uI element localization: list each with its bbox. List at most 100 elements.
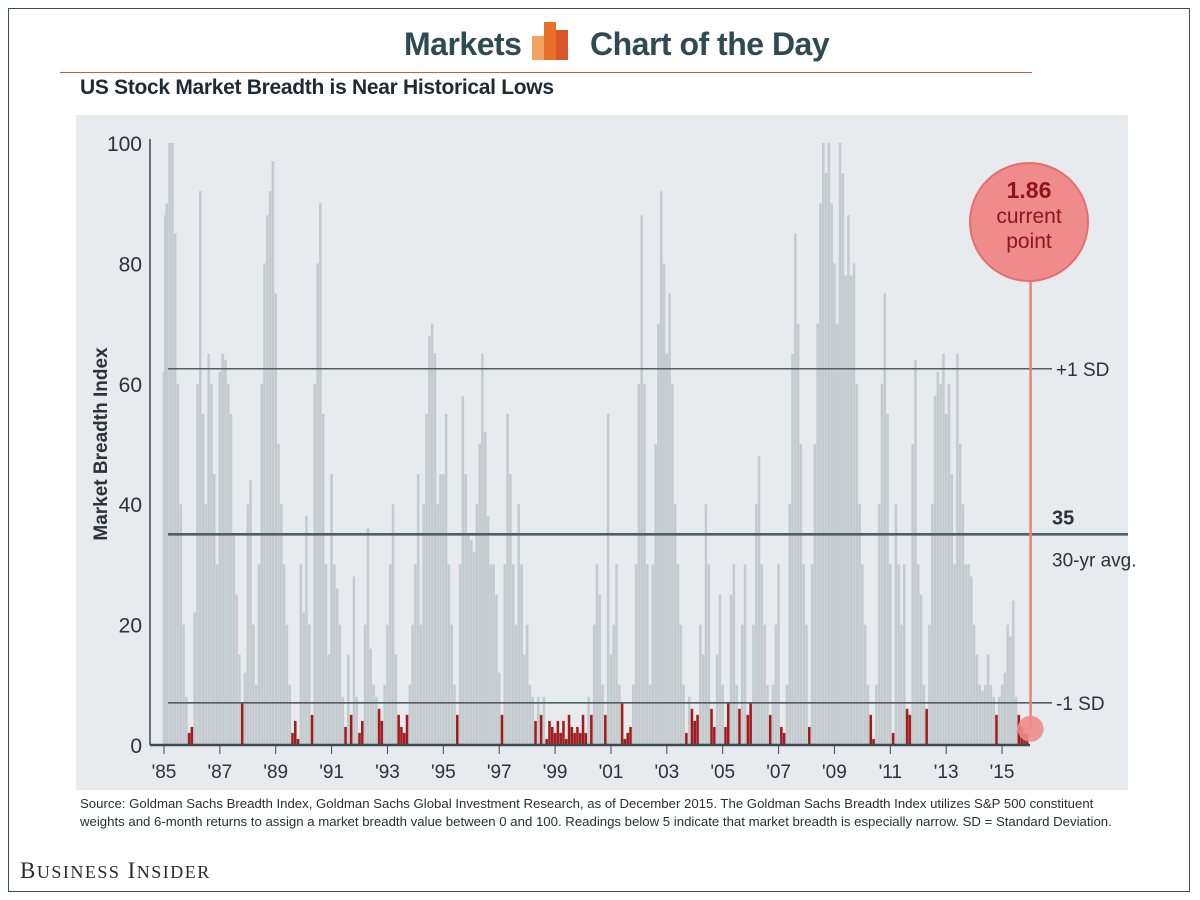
bar: [352, 576, 356, 745]
bar: [199, 191, 202, 745]
bar: [464, 474, 467, 745]
x-tick-label: '11: [879, 762, 902, 783]
bar: [347, 654, 350, 745]
bar-narrow-breadth: [623, 738, 627, 745]
bar-narrow-breadth: [564, 738, 568, 745]
bar-narrow-breadth: [685, 732, 688, 745]
reference-line-sublabel: 30-yr avg.: [1052, 550, 1136, 571]
bar: [645, 564, 649, 745]
bar: [922, 684, 926, 745]
bar-narrow-breadth: [570, 726, 574, 745]
chart-title: US Stock Market Breadth is Near Historic…: [80, 76, 554, 99]
axes-layer: 0 20 40 60 80 100 '85 '87 '89 '91 '93 '95 '97 '99 '01 '…: [107, 133, 1089, 783]
chart-of-the-day-label: Chart of the Day: [590, 26, 830, 62]
x-tick-label: '03: [654, 762, 679, 783]
bar: [204, 504, 208, 745]
bar: [469, 540, 473, 745]
bar: [229, 413, 233, 745]
bar-narrow-breadth: [377, 708, 381, 745]
bar: [763, 624, 766, 745]
source-note: Source: Goldman Sachs Breadth Index, Gol…: [80, 796, 1112, 829]
bar: [1000, 684, 1004, 745]
bar: [958, 444, 962, 745]
bar: [732, 564, 736, 745]
reference-line-label: +1 SD: [1056, 360, 1109, 381]
bar: [662, 263, 666, 745]
bar: [766, 684, 769, 745]
bar-narrow-breadth: [456, 714, 459, 745]
bar: [852, 263, 856, 745]
bar: [271, 161, 275, 745]
x-tick-label: '91: [319, 762, 344, 783]
bar-narrow-breadth: [908, 714, 912, 745]
x-tick-label: '93: [375, 762, 400, 783]
bar-narrow-breadth: [768, 714, 772, 745]
x-tick-label: '97: [487, 762, 512, 783]
bar: [416, 474, 420, 745]
bar: [375, 696, 378, 745]
bar: [246, 504, 250, 745]
bar: [889, 564, 892, 745]
bar: [414, 564, 417, 745]
bar: [235, 594, 238, 745]
bar: [411, 624, 414, 745]
current-point-marker: [1017, 715, 1044, 742]
bar: [774, 624, 778, 745]
bar: [944, 413, 948, 745]
x-tick-label: '09: [822, 762, 847, 783]
current-point-label: current: [996, 205, 1062, 228]
bar-narrow-breadth: [349, 714, 353, 745]
bar: [752, 624, 755, 745]
bar: [428, 335, 431, 745]
bar: [911, 444, 914, 745]
bar-narrow-breadth: [562, 720, 565, 745]
bar: [754, 504, 758, 745]
bar: [176, 383, 180, 745]
bar: [243, 672, 247, 745]
bar: [439, 474, 442, 745]
bar: [168, 143, 171, 745]
bar-narrow-breadth: [584, 732, 588, 745]
bar: [950, 474, 954, 745]
reference-line-label: -1 SD: [1056, 694, 1105, 715]
bar: [338, 624, 342, 745]
bar: [964, 564, 968, 745]
bar-narrow-breadth: [500, 714, 504, 745]
bar: [307, 624, 311, 745]
bar: [257, 564, 261, 745]
bar: [450, 624, 453, 745]
bar: [914, 359, 917, 745]
bar: [355, 696, 359, 745]
bar: [930, 504, 934, 745]
bar: [757, 456, 761, 745]
bar-narrow-breadth: [696, 714, 699, 745]
bar: [601, 684, 604, 745]
business-insider-logo: BUSINESS INSIDER: [20, 858, 211, 883]
header-divider: [60, 72, 1032, 73]
bar: [238, 654, 241, 745]
bar: [654, 444, 657, 745]
bar: [1003, 672, 1007, 745]
x-tick-label: '95: [431, 762, 456, 783]
bar: [333, 564, 336, 745]
bar: [699, 624, 702, 745]
bar-narrow-breadth: [724, 726, 727, 745]
bar-narrow-breadth: [869, 714, 873, 745]
bar: [953, 564, 956, 745]
bar: [986, 654, 990, 745]
bar: [989, 684, 993, 745]
bar: [606, 413, 610, 745]
bar: [366, 528, 370, 745]
bar: [442, 474, 445, 745]
bar-narrow-breadth: [808, 726, 811, 745]
bar: [1014, 696, 1018, 745]
y-tick-label: 100: [107, 133, 142, 156]
bar: [391, 504, 395, 745]
bar: [810, 564, 814, 745]
bar: [369, 648, 372, 745]
bar-narrow-breadth: [780, 726, 783, 745]
bar: [408, 684, 412, 745]
bar: [740, 624, 744, 745]
bar: [185, 696, 188, 745]
